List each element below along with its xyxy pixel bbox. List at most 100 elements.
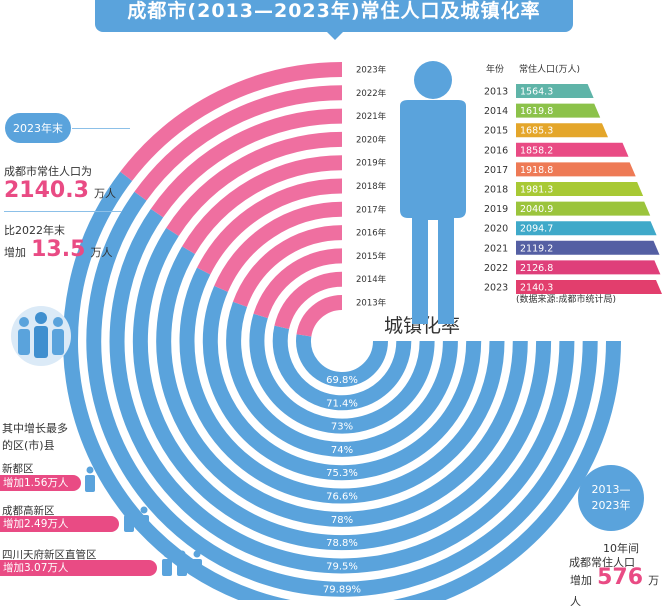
bar-year-label: 2017 (484, 165, 508, 176)
person-icon (85, 466, 95, 492)
urbanization-year-label: 2022年 (356, 88, 387, 99)
urbanization-remainder-2017年 (214, 201, 343, 292)
increase-prefix: 增加 (4, 246, 26, 259)
urbanization-rate-label: 79.5% (326, 561, 358, 572)
person-icon (400, 61, 466, 324)
urbanization-ring-2014年 (272, 325, 412, 411)
bar-year-label: 2018 (484, 185, 508, 196)
district-name: 新都区 (2, 463, 34, 475)
urbanization-remainder-2019年 (182, 155, 343, 255)
urbanization-rate-label: 78% (331, 515, 353, 526)
compare-label: 比2022年末 (4, 224, 65, 237)
decade-text: 10年间 (603, 542, 639, 555)
population-value-label: 1981.3 (520, 185, 553, 196)
urbanization-year-label: 2015年 (356, 251, 387, 262)
urbanization-ring-2016年 (226, 301, 458, 457)
population-bar-2017 (516, 162, 636, 177)
urbanization-remainder-2018年 (196, 178, 343, 275)
urbanization-year-label: 2021年 (356, 111, 387, 122)
urbanization-ring-2023年 (63, 171, 621, 600)
urbanization-remainder-2013年 (296, 295, 343, 337)
urbanization-ring-2022年 (86, 191, 598, 597)
decade-badge-line2: 2023年 (591, 499, 631, 512)
urbanization-year-label: 2017年 (356, 204, 387, 215)
urbanization-ring-2013年 (296, 334, 388, 387)
population-value-label: 2040.9 (520, 204, 553, 215)
population-value-label: 2140.3 (520, 283, 553, 294)
urbanization-rate-label: 76.6% (326, 492, 358, 503)
population-bar-2016 (516, 142, 629, 157)
urbanization-year-label: 2014年 (356, 274, 387, 285)
bar-header-value: 常住人口(万人) (519, 63, 580, 75)
urbanization-rate-label: 71.4% (326, 398, 358, 409)
population-value: 2140.3 (4, 178, 89, 203)
population-value-label: 1918.8 (520, 165, 553, 176)
title-banner-pointer (326, 31, 344, 40)
population-bar-2021 (516, 240, 660, 255)
districts-heading: 其中增长最多 (2, 422, 68, 435)
urbanization-remainder-2020年 (166, 131, 343, 236)
urbanization-year-label: 2018年 (356, 181, 387, 192)
urbanization-rate-label: 74% (331, 445, 353, 456)
population-bar-2018 (516, 182, 644, 196)
urbanization-ring-2017年 (202, 285, 482, 481)
district-name: 成都高新区 (2, 505, 55, 517)
population-bar-2019 (516, 201, 651, 216)
district-increase-label: 增加2.49万人 (0, 516, 119, 532)
year-end-badge: 2023年末 (5, 113, 71, 143)
district-increase-label: 增加3.07万人 (0, 560, 157, 576)
population-bar-2013 (516, 84, 594, 98)
increase-unit: 万人 (90, 246, 113, 259)
bar-year-label: 2016 (484, 145, 508, 156)
population-value-label: 1685.3 (520, 126, 553, 137)
bar-year-label: 2022 (484, 263, 508, 274)
decade-badge-line1: 2013— (591, 483, 631, 496)
bar-year-label: 2020 (484, 224, 508, 235)
population-value-label: 2094.7 (520, 224, 553, 235)
population-figure: 2140.3 万人 (4, 178, 116, 203)
divider (4, 211, 122, 212)
increase-value: 13.5 (31, 237, 86, 262)
population-bar-2014 (516, 103, 601, 118)
bar-year-label: 2014 (484, 106, 508, 117)
urbanization-ring-2020年 (132, 227, 552, 551)
urbanization-year-label: 2016年 (356, 228, 387, 239)
population-bar-2022 (516, 260, 661, 275)
decade-badge: 2013— 2023年 (578, 465, 644, 531)
urbanization-remainder-2022年 (134, 85, 343, 201)
urbanization-remainder-2021年 (150, 108, 343, 218)
urbanization-ring-2018年 (179, 267, 505, 504)
population-label: 成都市常住人口为 (4, 165, 92, 178)
decade-text: 成都常住人口 (569, 556, 635, 569)
bar-year-label: 2023 (484, 283, 508, 294)
urbanization-year-label: 2020年 (356, 134, 387, 145)
population-bar-2015 (516, 123, 608, 138)
bar-year-label: 2019 (484, 204, 508, 215)
urbanization-remainder-2015年 (253, 248, 343, 319)
population-value-label: 2119.2 (520, 243, 553, 254)
population-value-label: 1619.8 (520, 106, 553, 117)
people-group-icon (11, 306, 71, 366)
urbanization-rate-label: 79.89% (323, 585, 361, 596)
urbanization-rate-label: 73% (331, 422, 353, 433)
urbanization-remainder-2016年 (232, 225, 343, 307)
divider (72, 128, 130, 129)
bar-header-year: 年份 (486, 63, 504, 75)
urbanization-year-label: 2019年 (356, 158, 387, 169)
districts-heading-2: 的区(市)县 (2, 439, 55, 452)
person-icon (162, 550, 202, 576)
decade-value: 576 (597, 565, 644, 590)
page-title: 成都市(2013—2023年)常住人口及城镇化率 (127, 0, 541, 22)
bar-year-label: 2013 (484, 87, 508, 98)
population-value-label: 2126.8 (520, 263, 553, 274)
population-bar-2023 (516, 280, 662, 294)
urbanization-rate-label: 78.8% (326, 538, 358, 549)
title-banner: 成都市(2013—2023年)常住人口及城镇化率 (95, 0, 573, 32)
urbanization-rate-label: 75.3% (326, 468, 358, 479)
population-value-label: 1564.3 (520, 87, 553, 98)
urbanization-remainder-2014年 (274, 271, 343, 330)
decade-increase: 增加 576 万人 (570, 565, 665, 609)
data-source: (数据来源:成都市统计局) (516, 293, 616, 305)
person-icon (124, 506, 149, 532)
